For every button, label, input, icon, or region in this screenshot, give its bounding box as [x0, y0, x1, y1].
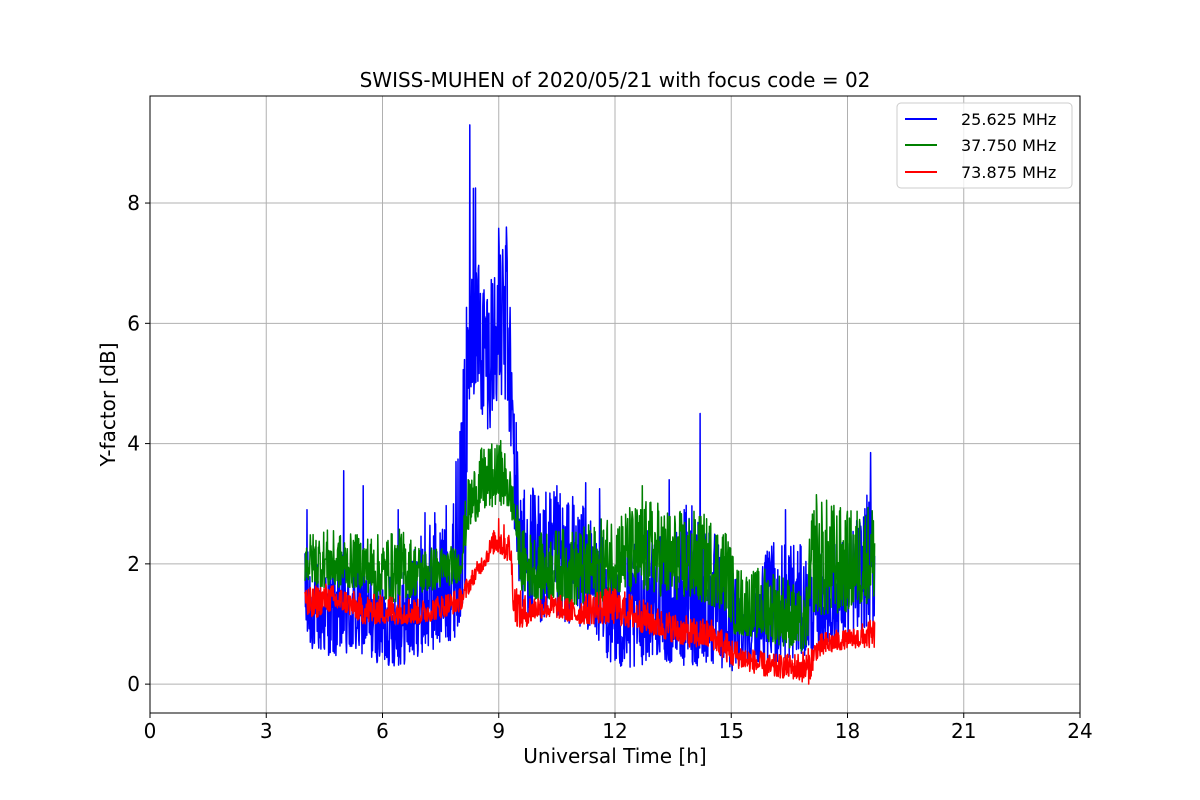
legend-label-73-875: 73.875 MHz [961, 163, 1056, 182]
x-tick-label: 12 [602, 719, 627, 743]
y-tick-label: 4 [127, 432, 140, 456]
y-tick-label: 2 [127, 552, 140, 576]
legend-label-37-750: 37.750 MHz [961, 136, 1056, 155]
series-line-37-750 [304, 439, 876, 652]
chart-title: SWISS-MUHEN of 2020/05/21 with focus cod… [360, 68, 871, 92]
x-tick-label: 15 [719, 719, 744, 743]
x-tick-label: 18 [835, 719, 860, 743]
series-layer [304, 124, 876, 685]
x-tick-label: 3 [260, 719, 273, 743]
series-line-73-875 [304, 518, 876, 685]
y-tick-label: 6 [127, 311, 140, 335]
legend-box [896, 102, 1073, 189]
legend: 25.625 MHz 37.750 MHz 73.875 MHz [896, 102, 1073, 189]
x-tick-label: 0 [144, 719, 157, 743]
x-axis-label: Universal Time [h] [523, 744, 706, 768]
y-axis-label: Y-factor [dB] [96, 342, 120, 467]
y-tick-label: 8 [127, 191, 140, 215]
x-tick-label: 9 [492, 719, 505, 743]
y-tick-label: 0 [127, 672, 140, 696]
legend-label-25-625: 25.625 MHz [961, 110, 1056, 129]
x-tick-label: 24 [1067, 719, 1092, 743]
x-tick-label: 6 [376, 719, 389, 743]
x-tick-label: 21 [951, 719, 976, 743]
